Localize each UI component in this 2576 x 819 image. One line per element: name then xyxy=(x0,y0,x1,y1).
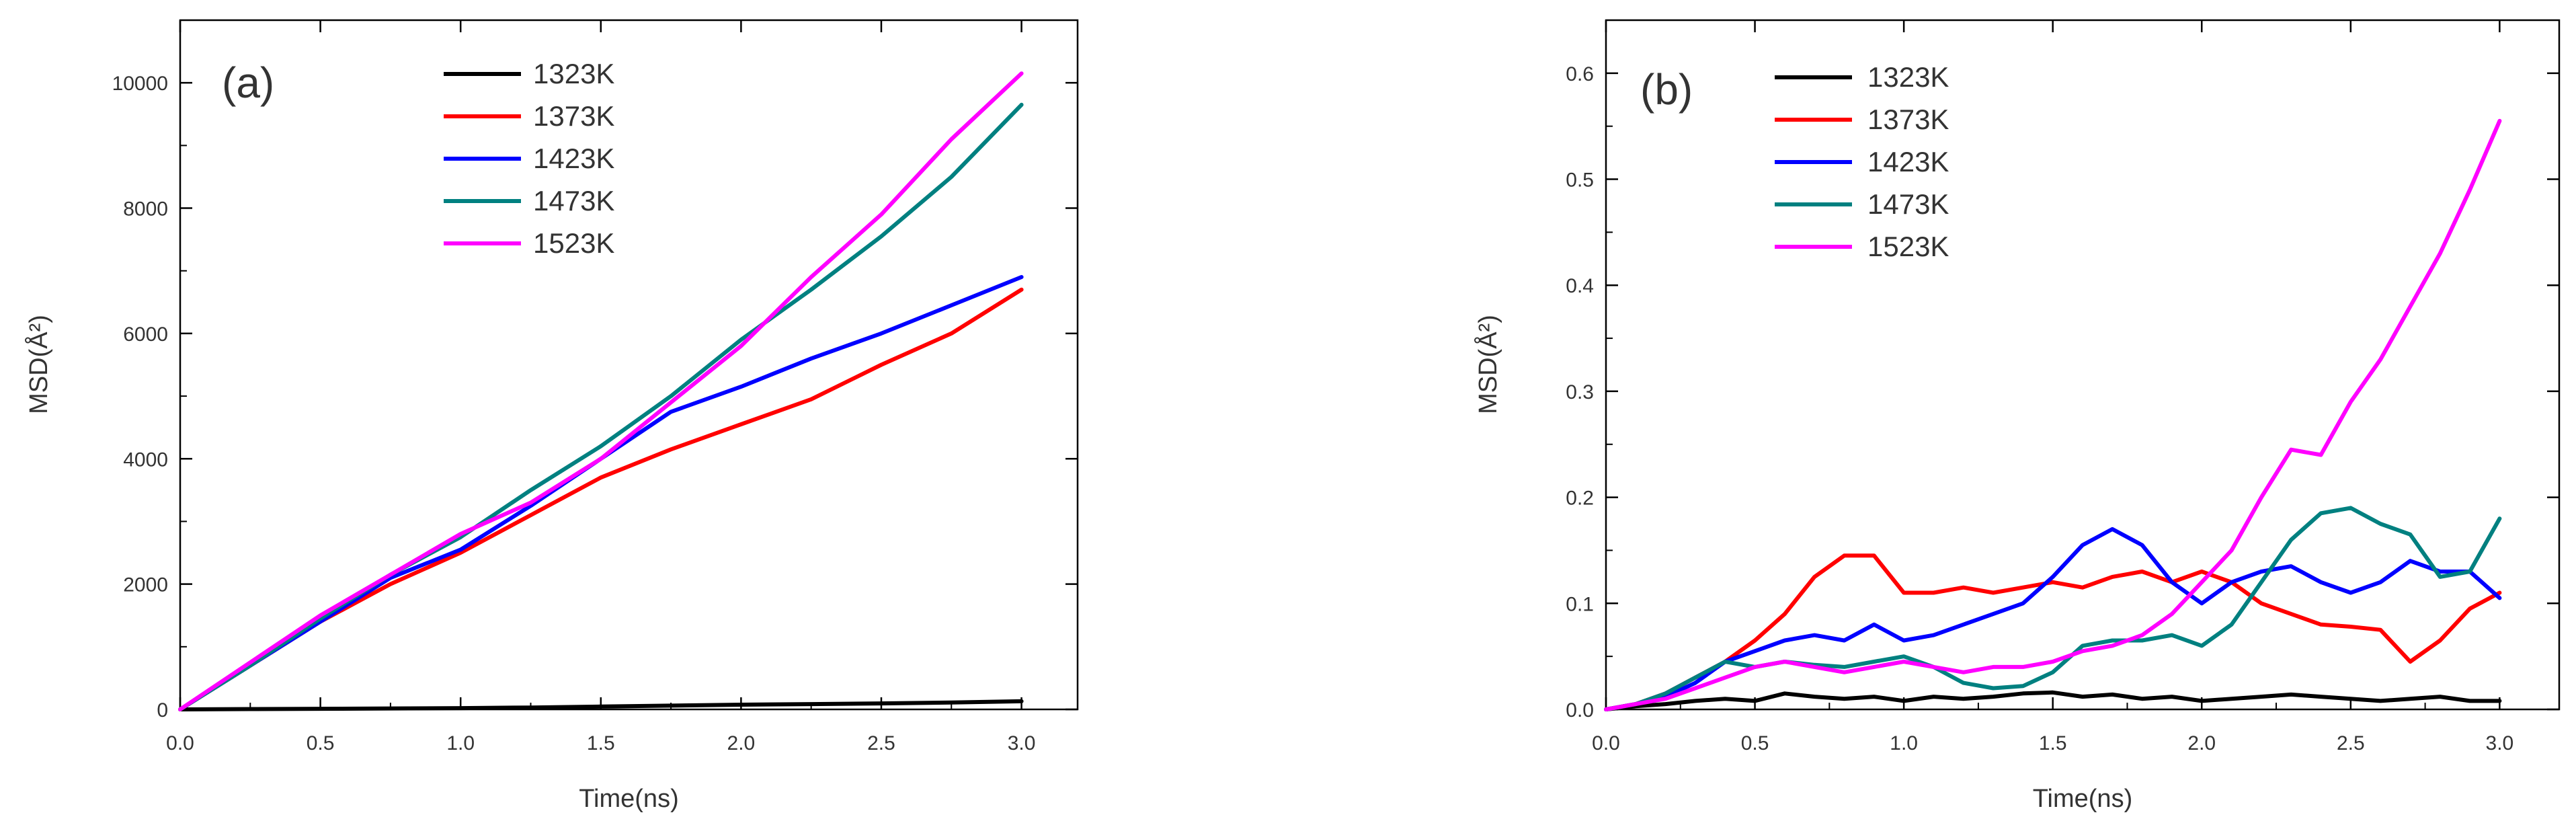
panel-a-series-line-1473K xyxy=(178,102,1024,711)
panel-b-x-axis-title: Time(ns) xyxy=(2033,785,2132,813)
panel-b: 0.0 0.5 1.0 1.5 2.0 2.5 3.0 0.0 0.1 0.2 0.3 0.4 0.5 0… xyxy=(1473,19,2561,813)
panel-b-y-tick-label: 0.5 xyxy=(1566,169,1594,192)
panel-a-y-tick-label: 6000 xyxy=(123,323,168,346)
panel-b-y-tick-label: 0.0 xyxy=(1566,699,1594,722)
panel-b-series-line-1473K xyxy=(1604,506,2502,711)
panel-a-x-axis-title: Time(ns) xyxy=(579,785,678,813)
panel-a-x-tick-label: 0.0 xyxy=(166,732,194,754)
panel-a-x-tick-label: 1.0 xyxy=(446,732,475,754)
panel-b-series-line-1373K xyxy=(1604,553,2502,711)
panel-a-legend-label-1323K: 1323K xyxy=(533,58,614,89)
panel-b-series-line-1423K xyxy=(1604,526,2502,711)
panel-a: 0.0 0.5 1.0 1.5 2.0 2.5 3.0 0 2000 4000 6000 8000 10… xyxy=(24,19,1079,813)
panel-a-x-tick-label: 0.5 xyxy=(307,732,335,754)
panel-a-y-tick-label: 8000 xyxy=(123,198,168,221)
panel-b-legend-label-1373K: 1373K xyxy=(1867,104,1949,135)
panel-a-series-line-1323K xyxy=(178,699,1024,711)
panel-a-x-tick-label: 2.5 xyxy=(867,732,895,754)
panel-b-x-tick-label: 1.0 xyxy=(1890,732,1918,754)
panel-a-x-tick-label: 2.0 xyxy=(727,732,756,754)
panel-b-series-line-1323K xyxy=(1604,690,2502,711)
panel-a-series-line-1423K xyxy=(178,275,1024,711)
panel-a-legend-label-1473K: 1473K xyxy=(533,185,614,217)
panel-a-legend-label-1373K: 1373K xyxy=(533,100,614,132)
panel-b-y-tick-label: 0.6 xyxy=(1566,63,1594,85)
panel-a-x-tick-label: 3.0 xyxy=(1008,732,1036,754)
panel-a-plot-frame xyxy=(179,19,1079,711)
panel-b-legend-label-1323K: 1323K xyxy=(1867,61,1949,93)
panel-b-y-tick-label: 0.2 xyxy=(1566,488,1594,510)
panel-b-x-tick-label: 3.0 xyxy=(2486,732,2514,754)
panel-a-y-tick-label: 4000 xyxy=(123,448,168,471)
panel-a-legend-label-1523K: 1523K xyxy=(533,227,614,259)
panel-b-legend-label-1473K: 1473K xyxy=(1867,188,1949,220)
panel-a-series-line-1523K xyxy=(178,71,1024,711)
panel-b-legend-label-1523K: 1523K xyxy=(1867,231,1949,262)
panel-a-y-tick-label: 0 xyxy=(157,699,168,722)
panel-a-legend-label-1423K: 1423K xyxy=(533,143,614,174)
panel-a-series-line-1373K xyxy=(178,287,1024,711)
panel-b-panel-label: (b) xyxy=(1640,65,1693,114)
panel-b-plot-frame xyxy=(1605,19,2561,711)
panel-b-x-tick-label: 1.5 xyxy=(2039,732,2067,754)
panel-a-x-tick-label: 1.5 xyxy=(587,732,615,754)
panel-b-legend-label-1423K: 1423K xyxy=(1867,146,1949,178)
panel-b-y-axis-title: MSD(Å²) xyxy=(1473,315,1502,414)
panel-b-y-tick-label: 0.1 xyxy=(1566,593,1594,615)
panel-b-x-tick-label: 0.5 xyxy=(1741,732,1769,754)
panel-a-y-tick-label: 2000 xyxy=(123,574,168,596)
panel-b-x-tick-label: 2.0 xyxy=(2187,732,2216,754)
panel-b-series-line-1523K xyxy=(1604,118,2502,711)
panel-b-x-tick-label: 0.0 xyxy=(1592,732,1620,754)
panel-b-y-tick-label: 0.3 xyxy=(1566,381,1594,403)
panel-a-y-tick-label: 10000 xyxy=(112,73,168,95)
panel-a-panel-label: (a) xyxy=(222,58,274,107)
panel-b-y-tick-label: 0.4 xyxy=(1566,275,1594,297)
panel-b-x-tick-label: 2.5 xyxy=(2337,732,2365,754)
panel-a-y-axis-title: MSD(Å²) xyxy=(24,315,53,414)
